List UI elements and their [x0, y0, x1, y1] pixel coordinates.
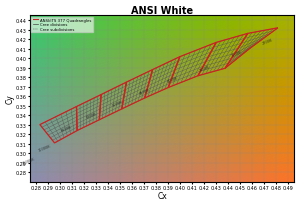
Text: 3500K: 3500K	[198, 64, 210, 72]
Text: 2700K: 2700K	[262, 38, 274, 46]
Title: ANSI White: ANSI White	[131, 6, 194, 15]
Text: 5000K: 5000K	[112, 99, 124, 107]
Legend: ANSI/ITS 377 Quadrangles, Cree divisions, Cree subdivisions: ANSI/ITS 377 Quadrangles, Cree divisions…	[32, 18, 93, 33]
Text: 20000K: 20000K	[22, 157, 36, 165]
Y-axis label: Cy: Cy	[6, 94, 15, 104]
Text: 4500K: 4500K	[138, 88, 150, 96]
Text: 10000K: 10000K	[38, 143, 52, 152]
Text: 4000K: 4000K	[167, 76, 179, 84]
Text: 5700K: 5700K	[85, 112, 98, 119]
Text: 3000K: 3000K	[231, 50, 243, 58]
X-axis label: Cx: Cx	[158, 192, 167, 200]
Text: 6500K: 6500K	[60, 125, 72, 133]
